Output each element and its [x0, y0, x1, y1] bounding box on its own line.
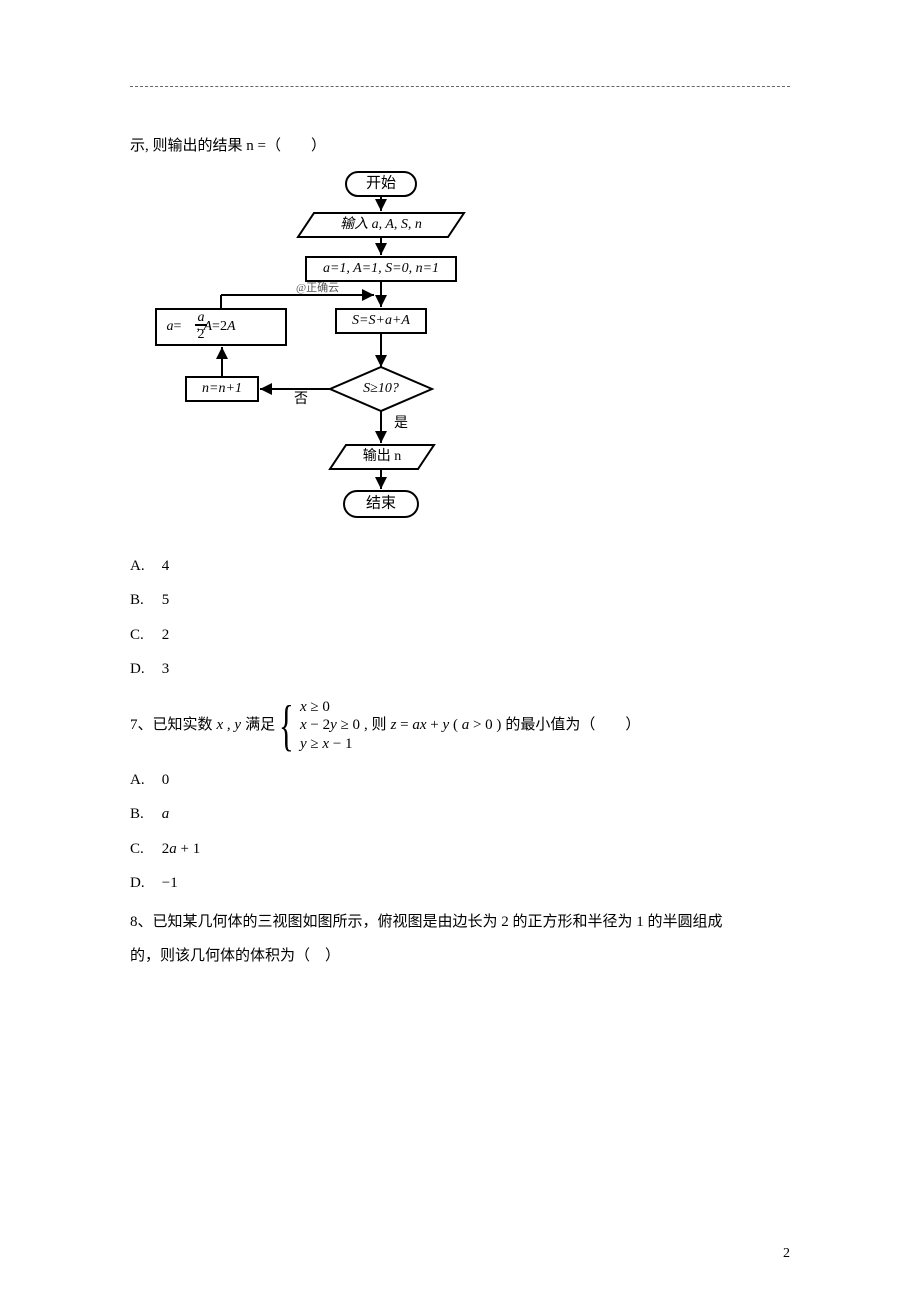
page-number: 2: [783, 1246, 790, 1262]
fc-end-label: 结束: [366, 494, 396, 511]
q7-expr: z = ax + y ( a > 0 ): [391, 711, 502, 740]
q7-opt-c: C. 2a + 1: [130, 835, 790, 864]
opt-label: D.: [130, 655, 158, 684]
q7-opt-d: D. −1: [130, 869, 790, 898]
fc-start-label: 开始: [366, 174, 396, 191]
q7-tail: 的最小值为（ ）: [505, 711, 640, 740]
fc-output-label: 输出 n: [363, 448, 402, 464]
fc-a-label: a=: [167, 319, 182, 334]
q7-opt-c-val: 2a + 1: [162, 841, 200, 857]
q7-prefix: 7、已知实数: [130, 711, 213, 740]
q6-opt-c: C. 2: [130, 621, 790, 650]
fc-a-rest: , A=2A: [196, 319, 235, 334]
opt-label: A.: [130, 766, 158, 795]
brace-symbol: {: [279, 698, 294, 754]
q7-stem: 7、已知实数 x , y 满足 { x ≥ 0 x − 2y ≥ 0 y ≥ x…: [130, 698, 790, 754]
top-rule: [130, 86, 790, 87]
q7-c3: y ≥ x − 1: [300, 735, 360, 754]
opt-label: C.: [130, 835, 158, 864]
q7-vars: x , y: [217, 711, 242, 740]
q8-line2: 的，则该几何体的体积为（ ）: [130, 942, 790, 971]
q7-opt-d-val: −1: [162, 875, 178, 891]
q7-opt-a: A. 0: [130, 766, 790, 795]
opt-label: D.: [130, 869, 158, 898]
content: 示, 则输出的结果 n =（ ） 开始 输入 a, A, S, n: [130, 0, 790, 971]
q7-opt-a-val: 0: [162, 772, 170, 788]
q7-mid2: , 则: [364, 711, 387, 740]
fc-yes-label: 是: [394, 416, 408, 431]
page: 示, 则输出的结果 n =（ ） 开始 输入 a, A, S, n: [0, 0, 920, 1302]
q6-opt-c-val: 2: [162, 627, 170, 643]
fc-input-label: 输入 a, A, S, n: [340, 216, 422, 232]
q6-opt-a: A. 4: [130, 552, 790, 581]
fc-cond-label: S≥10?: [363, 381, 399, 396]
brace-body: x ≥ 0 x − 2y ≥ 0 y ≥ x − 1: [300, 698, 360, 754]
q7-opt-b-val: a: [162, 806, 170, 822]
fc-sum-label: S=S+a+A: [352, 313, 410, 328]
fc-no-label: 否: [294, 392, 308, 407]
fc-init-label: a=1, A=1, S=0, n=1: [323, 261, 439, 276]
q7-c2: x − 2y ≥ 0: [300, 716, 360, 735]
fc-n-label: n=n+1: [202, 381, 242, 396]
q6-opt-b-val: 5: [162, 592, 170, 608]
q6-opt-a-val: 4: [162, 558, 170, 574]
opt-label: A.: [130, 552, 158, 581]
fc-watermark: @正确云: [296, 281, 339, 294]
opt-label: B.: [130, 586, 158, 615]
flowchart-svg: 开始 输入 a, A, S, n a=1, A=1, S=0, n=1 @正确云…: [146, 167, 476, 542]
q7-c1: x ≥ 0: [300, 698, 360, 717]
opt-label: B.: [130, 800, 158, 829]
q6-opt-b: B. 5: [130, 586, 790, 615]
q6-stem-text: 示, 则输出的结果 n =（ ）: [130, 138, 326, 154]
q6-opt-d: D. 3: [130, 655, 790, 684]
q8-line1: 8、已知某几何体的三视图如图所示，俯视图是由边长为 2 的正方形和半径为 1 的…: [130, 908, 790, 937]
opt-label: C.: [130, 621, 158, 650]
q6-flowchart: 开始 输入 a, A, S, n a=1, A=1, S=0, n=1 @正确云…: [146, 167, 790, 542]
q6-opt-d-val: 3: [162, 661, 170, 677]
q7-opt-b: B. a: [130, 800, 790, 829]
q7-brace: { x ≥ 0 x − 2y ≥ 0 y ≥ x − 1: [279, 698, 360, 754]
q7-mid1: 满足: [245, 711, 275, 740]
q6-stem: 示, 则输出的结果 n =（ ）: [130, 132, 790, 161]
